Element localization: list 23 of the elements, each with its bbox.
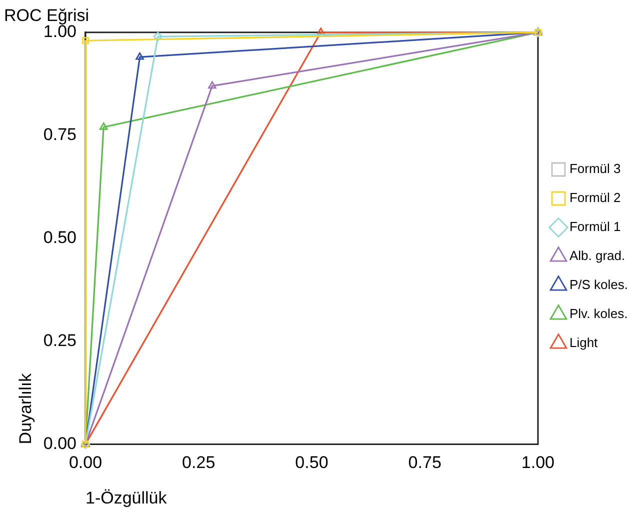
x-tick-label: 1.00 <box>521 453 555 472</box>
x-tick-label: 0.25 <box>182 453 216 472</box>
x-tick-label: 0.75 <box>408 453 442 472</box>
legend-label: P/S koles. <box>569 277 628 292</box>
y-axis-title: Duyarlılık <box>16 372 35 444</box>
x-tick-label: 0.00 <box>68 453 102 472</box>
x-axis-title: 1-Özgüllük <box>85 488 168 508</box>
y-tick-label: 0.25 <box>43 330 76 350</box>
point <box>153 32 163 42</box>
legend-label: Plv. koles. <box>569 306 628 322</box>
point <box>208 81 216 89</box>
legend-label: Light <box>569 335 598 350</box>
legend-label: Formül 1 <box>569 219 621 234</box>
legend-label: Formül 3 <box>569 161 621 176</box>
chart-title: ROC Eğrisi <box>4 6 90 25</box>
point <box>136 52 144 60</box>
legend-label: Alb. grad. <box>569 248 626 264</box>
y-tick-label: 0.00 <box>43 434 76 453</box>
y-tick-label: 0.75 <box>43 125 76 144</box>
point <box>82 37 90 44</box>
y-tick-label: 0.50 <box>43 228 76 247</box>
legend-label: Formül 2 <box>569 190 621 206</box>
x-tick-label: 0.50 <box>295 453 328 472</box>
